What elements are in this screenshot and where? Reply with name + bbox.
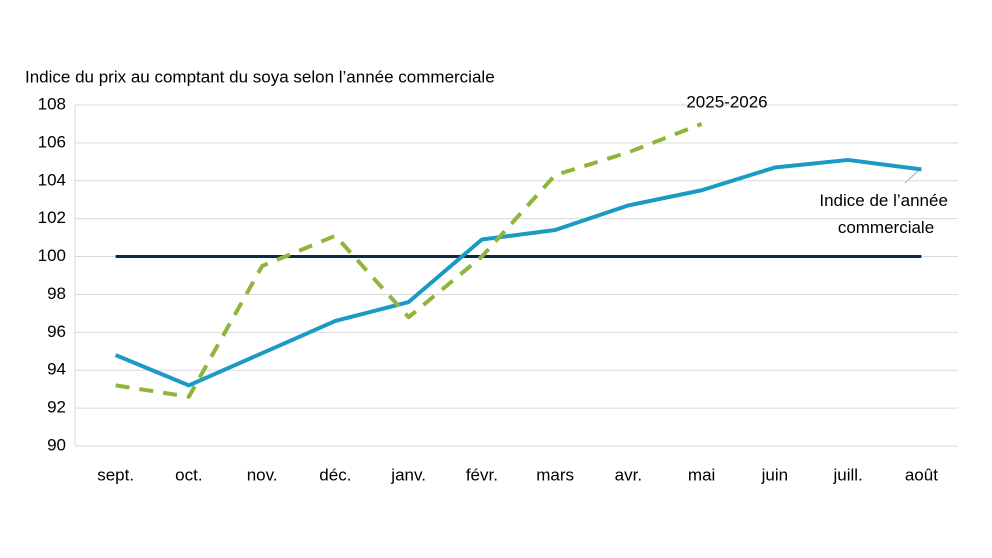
y-tick-label: 98 xyxy=(47,284,66,303)
y-tick-label: 92 xyxy=(47,398,66,417)
x-tick-label: août xyxy=(905,465,938,484)
x-tick-label: juin xyxy=(761,465,788,484)
series-label-line: commerciale xyxy=(838,218,934,237)
y-tick-label: 104 xyxy=(38,170,66,189)
x-tick-label: janv. xyxy=(390,465,426,484)
series-label-line: Indice de l’année xyxy=(819,191,952,210)
chart-title: Indice du prix au comptant du soya selon… xyxy=(25,67,495,86)
x-tick-label: sept. xyxy=(97,465,134,484)
y-tick-label: 96 xyxy=(47,322,66,341)
y-tick-label: 108 xyxy=(38,94,66,113)
series-line xyxy=(114,157,922,388)
x-tick-label: nov. xyxy=(247,465,278,484)
x-tick-label: juill. xyxy=(832,465,862,484)
y-tick-label: 94 xyxy=(47,360,66,379)
series-line xyxy=(115,122,703,399)
y-tick-label: 90 xyxy=(47,435,66,454)
series-label: 2025-2026 xyxy=(686,92,767,111)
series-label: Indice de l’année commerciale xyxy=(819,191,952,237)
x-tick-label: mars xyxy=(536,465,574,484)
x-tick-label: avr. xyxy=(615,465,642,484)
x-tick-label: déc. xyxy=(319,465,351,484)
x-tick-label: oct. xyxy=(175,465,202,484)
y-tick-label: 106 xyxy=(38,132,66,151)
x-tick-label: févr. xyxy=(466,465,498,484)
y-tick-label: 102 xyxy=(38,208,66,227)
x-tick-label: mai xyxy=(688,465,715,484)
y-tick-label: 100 xyxy=(38,246,66,265)
